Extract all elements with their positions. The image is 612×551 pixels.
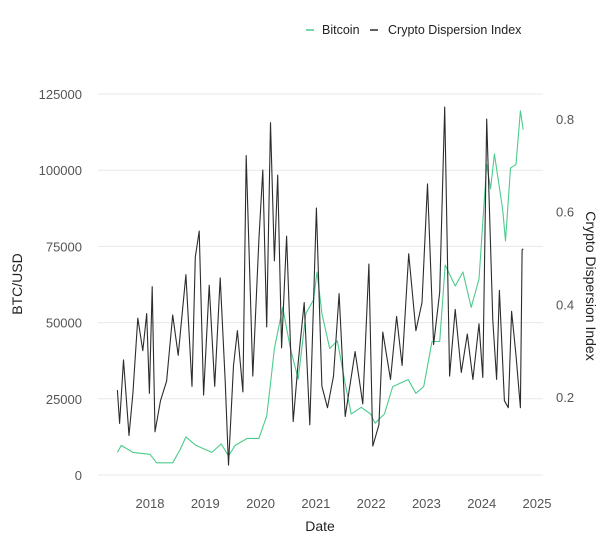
legend-label-dispersion: Crypto Dispersion Index (388, 23, 522, 37)
x-tick-label: 2020 (246, 496, 275, 511)
y-left-tick-label: 100000 (39, 163, 82, 178)
left-y-axis-label: BTC/USD (9, 253, 25, 314)
y-left-tick-label: 25000 (46, 392, 82, 407)
x-ticks: 2018 2019 2020 2021 2022 2023 2024 2025 (136, 496, 552, 511)
y-right-tick-label: 0.4 (556, 297, 574, 312)
right-y-axis-label: Crypto Dispersion Index (583, 211, 599, 360)
y-left-tick-label: 75000 (46, 239, 82, 254)
legend-label-bitcoin: Bitcoin (322, 23, 360, 37)
x-tick-label: 2023 (412, 496, 441, 511)
x-tick-label: 2021 (301, 496, 330, 511)
left-y-ticks: 0 25000 50000 75000 100000 125000 (39, 87, 82, 483)
x-tick-label: 2024 (467, 496, 496, 511)
dispersion-index-line (116, 106, 524, 466)
y-right-tick-label: 0.6 (556, 205, 574, 220)
y-left-tick-label: 0 (75, 468, 82, 483)
y-right-tick-label: 0.2 (556, 390, 574, 405)
y-right-tick-label: 0.8 (556, 112, 574, 127)
legend: Bitcoin Crypto Dispersion Index (306, 23, 522, 37)
series-lines (116, 106, 524, 466)
right-y-ticks: 0.2 0.4 0.6 0.8 (556, 112, 574, 405)
x-tick-label: 2019 (191, 496, 220, 511)
x-tick-label: 2025 (523, 496, 552, 511)
gridlines (98, 93, 543, 476)
y-left-tick-label: 125000 (39, 87, 82, 102)
y-left-tick-label: 50000 (46, 316, 82, 331)
x-tick-label: 2018 (136, 496, 165, 511)
x-tick-label: 2022 (357, 496, 386, 511)
x-axis-label: Date (305, 518, 335, 534)
bitcoin-line (116, 110, 524, 464)
